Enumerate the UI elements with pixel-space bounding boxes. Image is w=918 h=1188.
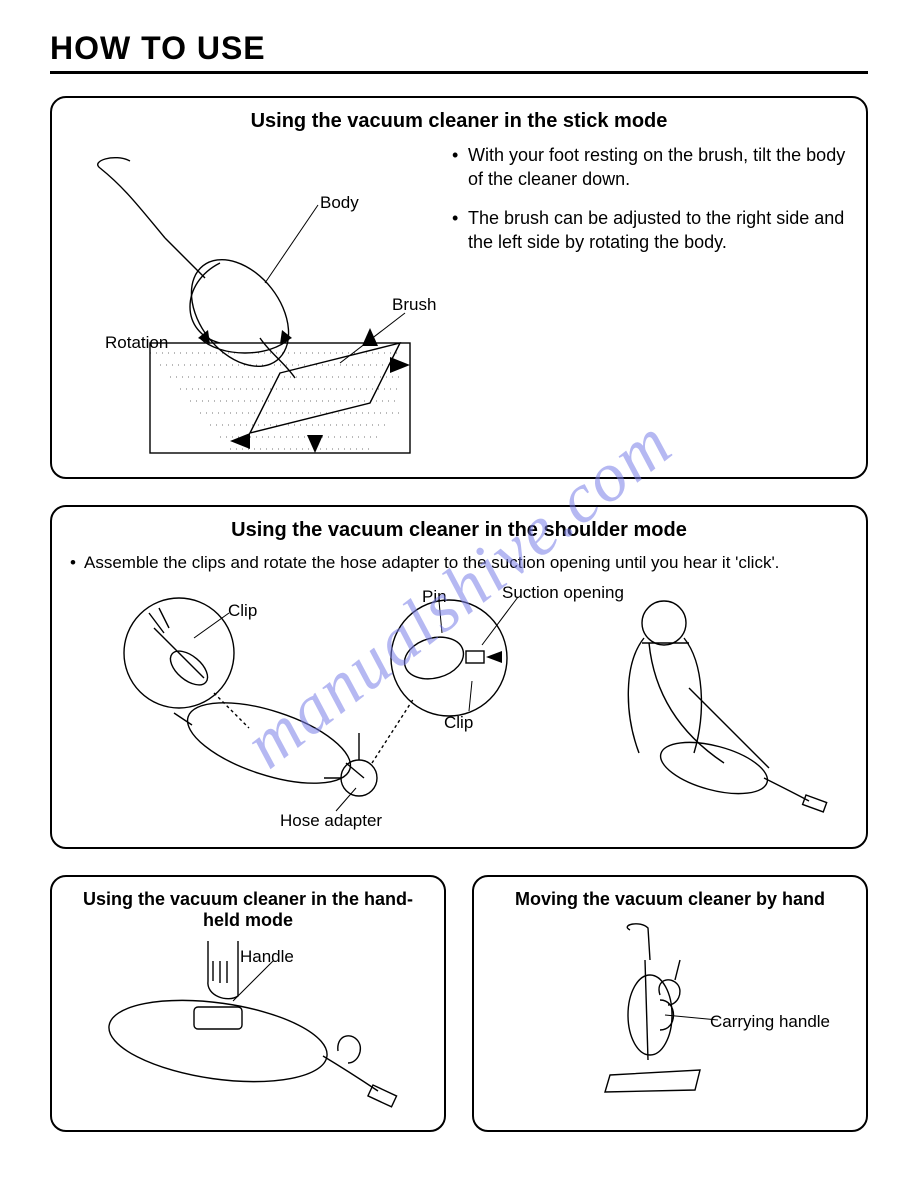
callout-clip1: Clip — [228, 601, 257, 621]
bottom-panel-row: Using the vacuum cleaner in the hand-hel… — [50, 875, 868, 1132]
stick-bullet-1: With your foot resting on the brush, til… — [452, 143, 848, 192]
shoulder-bullet: Assemble the clips and rotate the hose a… — [70, 552, 848, 575]
panel-hand-held: Using the vacuum cleaner in the hand-hel… — [50, 875, 446, 1132]
diagram-moving: Carrying handle — [492, 920, 848, 1095]
panel-moving: Moving the vacuum cleaner by hand Carryi… — [472, 875, 868, 1132]
stick-mode-bullets: With your foot resting on the brush, til… — [452, 143, 848, 254]
page-title: HOW TO USE — [50, 30, 868, 74]
panel-title-stick: Using the vacuum cleaner in the stick mo… — [70, 110, 848, 133]
stick-mode-illustration-icon — [70, 143, 430, 463]
stick-bullet-2: The brush can be adjusted to the right s… — [452, 206, 848, 255]
panel-shoulder-mode: Using the vacuum cleaner in the shoulder… — [50, 505, 868, 849]
callout-clip2: Clip — [444, 713, 473, 733]
panel-title-moving: Moving the vacuum cleaner by hand — [492, 889, 848, 910]
panel-title-hand-held: Using the vacuum cleaner in the hand-hel… — [70, 889, 426, 931]
callout-carrying-handle: Carrying handle — [710, 1012, 830, 1032]
diagram-hand-held: Handle — [70, 941, 426, 1116]
callout-brush: Brush — [392, 295, 436, 315]
moving-illustration-icon — [492, 920, 848, 1095]
diagram-stick-mode: Body Brush Rotation — [70, 143, 430, 463]
callout-handle: Handle — [240, 947, 294, 967]
callout-suction: Suction opening — [502, 583, 624, 603]
panel-title-shoulder: Using the vacuum cleaner in the shoulder… — [70, 519, 848, 542]
shoulder-mode-illustration-icon — [70, 583, 848, 833]
callout-pin: Pin — [422, 587, 447, 607]
hand-held-illustration-icon — [70, 941, 426, 1116]
callout-body: Body — [320, 193, 359, 213]
panel-stick-mode: Using the vacuum cleaner in the stick mo… — [50, 96, 868, 479]
callout-hose-adapter: Hose adapter — [280, 811, 382, 831]
diagram-shoulder-mode: Clip Pin Suction opening Clip Hose adapt… — [70, 583, 848, 833]
callout-rotation: Rotation — [105, 333, 168, 353]
